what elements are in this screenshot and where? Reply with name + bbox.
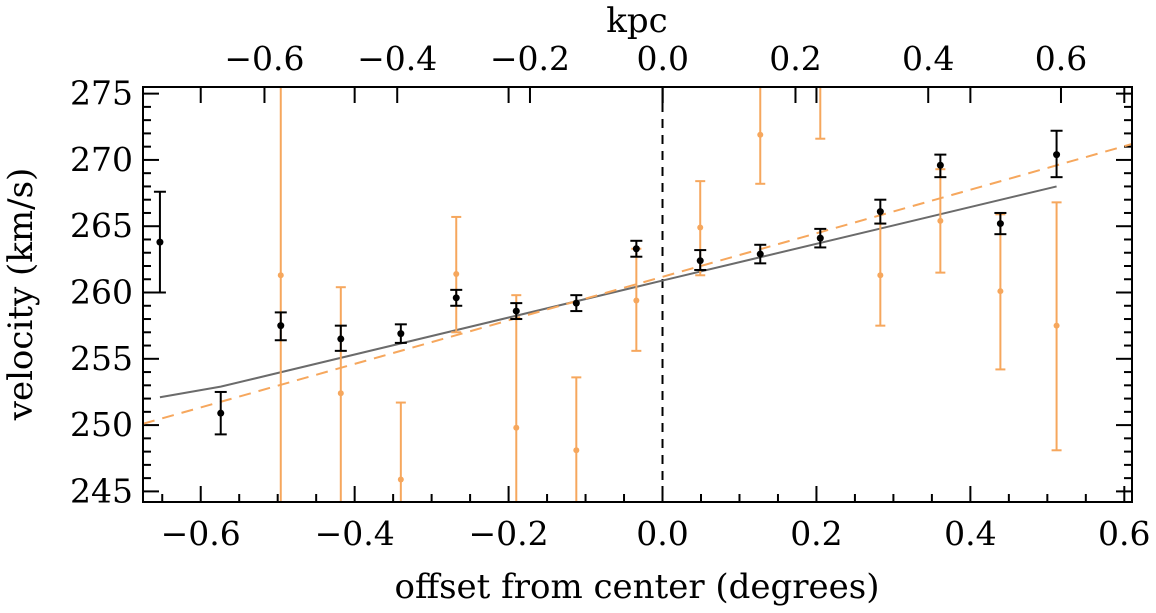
- x-tick-label: 0.4: [944, 514, 996, 553]
- black-data-point: [397, 330, 405, 338]
- top-tick-label: 0.6: [1035, 39, 1087, 78]
- orange-data-point: [997, 288, 1004, 295]
- y-tick-label: 250: [70, 405, 133, 444]
- black-data-point: [512, 307, 520, 315]
- top-tick-label: 0.0: [636, 39, 688, 78]
- top-tick-label: −0.2: [490, 39, 570, 78]
- y-tick-label: 275: [70, 74, 133, 113]
- top-tick-label: −0.4: [357, 39, 437, 78]
- x-tick-label: −0.2: [469, 514, 549, 553]
- top-tick-label: −0.6: [224, 39, 304, 78]
- top-axis-title: kpc: [606, 1, 667, 41]
- black-data-point: [1053, 151, 1061, 159]
- black-data-point: [337, 335, 345, 343]
- black-data-point: [996, 220, 1004, 228]
- orange-data-point: [337, 390, 344, 397]
- orange-data-point: [453, 270, 460, 277]
- orange-data-point: [817, 31, 823, 37]
- tick-labels: −0.6 −0.4 −0.2 0.0 0.2 0.4 0.6 −0.6 −0.4 −0.2 0.0 0…: [70, 39, 1151, 553]
- x-tick-label: −0.6: [161, 514, 241, 553]
- y-tick-label: 260: [70, 273, 133, 312]
- x-axis-title: offset from center (degrees): [394, 567, 879, 607]
- x-tick-label: 0.6: [1098, 514, 1150, 553]
- y-tick-label: 270: [70, 140, 133, 179]
- black-data-point: [936, 161, 944, 169]
- orange-data-point: [877, 272, 884, 279]
- black-data-point: [572, 299, 580, 307]
- data-series-layer: [153, 31, 1063, 502]
- orange-data-point: [573, 447, 580, 454]
- orange-data-point: [277, 272, 284, 279]
- orange-data-point: [757, 131, 764, 138]
- black-data-point: [632, 245, 640, 253]
- plot-area: [143, 87, 1132, 502]
- orange-data-point: [697, 224, 704, 231]
- black-data-point: [277, 322, 285, 330]
- black-data-point: [876, 208, 884, 216]
- solid-fit-line: [159, 185, 1057, 399]
- black-data-point: [217, 409, 225, 417]
- black-data-point: [756, 250, 764, 258]
- y-tick-label: 265: [70, 206, 133, 245]
- top-tick-label: 0.2: [769, 39, 821, 78]
- orange-data-point: [397, 476, 404, 483]
- axis-ticks: [143, 87, 1132, 502]
- x-tick-label: −0.4: [315, 514, 395, 553]
- y-tick-label: 245: [70, 471, 133, 510]
- fit-line-layer: [143, 143, 1132, 425]
- black-data-point: [816, 234, 824, 242]
- y-tick-label: 255: [70, 339, 133, 378]
- y-axis-title: velocity (km/s): [1, 168, 41, 422]
- orange-data-point: [633, 297, 640, 304]
- black-data-point: [696, 257, 704, 265]
- top-tick-label: 0.4: [902, 39, 954, 78]
- plot-frame: [142, 86, 1133, 503]
- orange-data-point: [937, 217, 944, 224]
- x-tick-label: 0.0: [636, 514, 688, 553]
- dashed-fit-line: [143, 143, 1132, 425]
- black-data-point: [452, 294, 460, 302]
- black-data-point: [156, 238, 164, 246]
- x-tick-label: 0.2: [790, 514, 842, 553]
- orange-data-point: [513, 424, 520, 431]
- orange-data-point: [1053, 322, 1060, 329]
